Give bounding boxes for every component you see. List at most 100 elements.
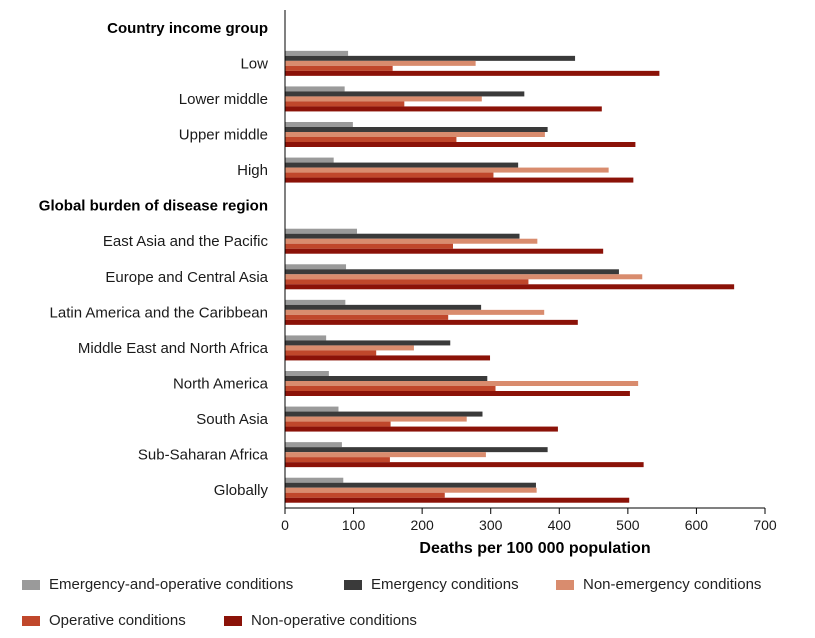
bar-latin-america-and-the-caribbean-emergency-and-operative-conditions bbox=[285, 299, 346, 305]
bar-north-america-operative-conditions bbox=[285, 386, 496, 391]
bar-high-operative-conditions bbox=[285, 172, 494, 178]
bar-high-non-emergency-conditions bbox=[285, 167, 609, 173]
bar-middle-east-and-north-africa-non-operative-conditions bbox=[285, 355, 491, 361]
bar-sub-saharan-africa-emergency-conditions bbox=[285, 447, 548, 453]
bar-low-operative-conditions bbox=[285, 65, 393, 71]
bar-europe-and-central-asia-emergency-conditions bbox=[285, 269, 619, 275]
bar-globally-operative-conditions bbox=[285, 492, 445, 498]
x-axis-title: Deaths per 100 000 population bbox=[419, 540, 650, 557]
bar-europe-and-central-asia-non-emergency-conditions bbox=[285, 274, 643, 280]
bar-globally-non-operative-conditions bbox=[285, 497, 630, 503]
x-tick-label: 600 bbox=[685, 517, 709, 533]
bar-lower-middle-non-emergency-conditions bbox=[285, 96, 482, 102]
bar-south-asia-emergency-and-operative-conditions bbox=[285, 406, 339, 412]
category-label-sub-saharan-africa: Sub-Saharan Africa bbox=[138, 447, 269, 464]
bar-low-non-emergency-conditions bbox=[285, 60, 476, 66]
bar-upper-middle-emergency-and-operative-conditions bbox=[285, 122, 353, 127]
category-label-upper-middle: Upper middle bbox=[179, 127, 268, 144]
bar-lower-middle-emergency-conditions bbox=[285, 91, 525, 97]
bar-high-emergency-and-operative-conditions bbox=[285, 157, 334, 163]
bar-north-america-emergency-conditions bbox=[285, 376, 488, 381]
category-label-east-asia-and-the-pacific: East Asia and the Pacific bbox=[103, 233, 269, 250]
bar-high-non-operative-conditions bbox=[285, 177, 634, 183]
bar-upper-middle-operative-conditions bbox=[285, 137, 457, 142]
bar-middle-east-and-north-africa-emergency-conditions bbox=[285, 340, 451, 346]
legend-label: Emergency conditions bbox=[371, 576, 519, 593]
bar-south-asia-emergency-conditions bbox=[285, 411, 483, 417]
x-axis-ticks: 0 100 200 300 400 500 600 700 bbox=[281, 508, 777, 533]
bar-globally-emergency-conditions bbox=[285, 482, 536, 488]
category-label-south-asia: South Asia bbox=[196, 411, 268, 428]
bars bbox=[285, 50, 735, 503]
legend-item-emergency-conditions: Emergency conditions bbox=[344, 576, 519, 593]
bar-latin-america-and-the-caribbean-emergency-conditions bbox=[285, 304, 482, 310]
bar-globally-emergency-and-operative-conditions bbox=[285, 477, 344, 483]
legend-item-non-emergency-conditions: Non-emergency conditions bbox=[556, 576, 761, 593]
bar-south-asia-operative-conditions bbox=[285, 421, 391, 427]
category-label-europe-and-central-asia: Europe and Central Asia bbox=[105, 269, 268, 286]
legend-swatch bbox=[224, 615, 242, 626]
legend-item-non-operative-conditions: Non-operative conditions bbox=[224, 612, 417, 629]
x-tick-label: 300 bbox=[479, 517, 503, 533]
bar-middle-east-and-north-africa-operative-conditions bbox=[285, 350, 377, 356]
legend-item-operative-conditions: Operative conditions bbox=[22, 612, 186, 629]
bar-latin-america-and-the-caribbean-non-operative-conditions bbox=[285, 319, 578, 325]
bar-upper-middle-emergency-conditions bbox=[285, 127, 548, 132]
bar-east-asia-and-the-pacific-emergency-and-operative-conditions bbox=[285, 228, 357, 234]
x-tick-label: 0 bbox=[281, 517, 289, 533]
legend-swatch bbox=[556, 579, 574, 590]
x-tick-label: 200 bbox=[410, 517, 434, 533]
bar-europe-and-central-asia-emergency-and-operative-conditions bbox=[285, 264, 347, 270]
bar-upper-middle-non-emergency-conditions bbox=[285, 132, 545, 137]
legend-label: Non-emergency conditions bbox=[583, 576, 762, 593]
bar-lower-middle-non-operative-conditions bbox=[285, 106, 602, 112]
bar-europe-and-central-asia-operative-conditions bbox=[285, 279, 529, 285]
category-label-low: Low bbox=[240, 55, 268, 72]
bar-low-emergency-conditions bbox=[285, 55, 576, 61]
bar-sub-saharan-africa-operative-conditions bbox=[285, 457, 390, 463]
bar-latin-america-and-the-caribbean-operative-conditions bbox=[285, 314, 449, 320]
bar-east-asia-and-the-pacific-non-operative-conditions bbox=[285, 248, 604, 254]
legend: Emergency-and-operative conditions Emerge… bbox=[0, 566, 815, 636]
bar-east-asia-and-the-pacific-emergency-conditions bbox=[285, 233, 520, 239]
legend-swatch bbox=[22, 615, 40, 626]
bar-lower-middle-operative-conditions bbox=[285, 101, 405, 107]
bar-europe-and-central-asia-non-operative-conditions bbox=[285, 284, 735, 290]
category-label-middle-east-and-north-africa: Middle East and North Africa bbox=[78, 340, 269, 357]
legend-label: Non-operative conditions bbox=[251, 612, 417, 629]
bar-sub-saharan-africa-non-emergency-conditions bbox=[285, 452, 486, 458]
bar-low-non-operative-conditions bbox=[285, 70, 660, 76]
category-label-globally: Globally bbox=[214, 482, 269, 499]
legend-swatch bbox=[344, 579, 362, 590]
bar-north-america-emergency-and-operative-conditions bbox=[285, 371, 329, 376]
category-label-lower-middle: Lower middle bbox=[179, 91, 268, 108]
x-tick-label: 500 bbox=[616, 517, 640, 533]
category-label-high: High bbox=[237, 162, 268, 179]
bar-south-asia-non-emergency-conditions bbox=[285, 416, 467, 422]
bar-north-america-non-emergency-conditions bbox=[285, 381, 639, 386]
group-label-global-burden-of-disease-region: Global burden of disease region bbox=[39, 198, 268, 215]
legend-item-emergency-and-operative-conditions: Emergency-and-operative conditions bbox=[22, 576, 293, 593]
category-label-north-america: North America bbox=[173, 376, 269, 393]
x-tick-label: 700 bbox=[753, 517, 777, 533]
x-tick-label: 100 bbox=[342, 517, 366, 533]
bar-east-asia-and-the-pacific-non-emergency-conditions bbox=[285, 238, 538, 244]
bar-high-emergency-conditions bbox=[285, 162, 519, 168]
category-label-latin-america-and-the-caribbean: Latin America and the Caribbean bbox=[50, 304, 268, 321]
bar-globally-non-emergency-conditions bbox=[285, 487, 537, 493]
bar-north-america-non-operative-conditions bbox=[285, 391, 630, 396]
bar-middle-east-and-north-africa-emergency-and-operative-conditions bbox=[285, 335, 327, 341]
bar-middle-east-and-north-africa-non-emergency-conditions bbox=[285, 345, 414, 351]
group-label-country-income-group: Country income group bbox=[107, 20, 268, 37]
bar-latin-america-and-the-caribbean-non-emergency-conditions bbox=[285, 309, 545, 315]
bar-east-asia-and-the-pacific-operative-conditions bbox=[285, 243, 453, 249]
bar-sub-saharan-africa-emergency-and-operative-conditions bbox=[285, 442, 342, 448]
bar-low-emergency-and-operative-conditions bbox=[285, 50, 349, 56]
bar-upper-middle-non-operative-conditions bbox=[285, 142, 636, 147]
x-tick-label: 400 bbox=[548, 517, 572, 533]
bar-lower-middle-emergency-and-operative-conditions bbox=[285, 86, 345, 92]
bar-sub-saharan-africa-non-operative-conditions bbox=[285, 462, 644, 468]
legend-label: Operative conditions bbox=[49, 612, 186, 629]
bar-south-asia-non-operative-conditions bbox=[285, 426, 558, 432]
bar-chart: Country income group Low Lower middle Upper… bbox=[39, 10, 777, 557]
